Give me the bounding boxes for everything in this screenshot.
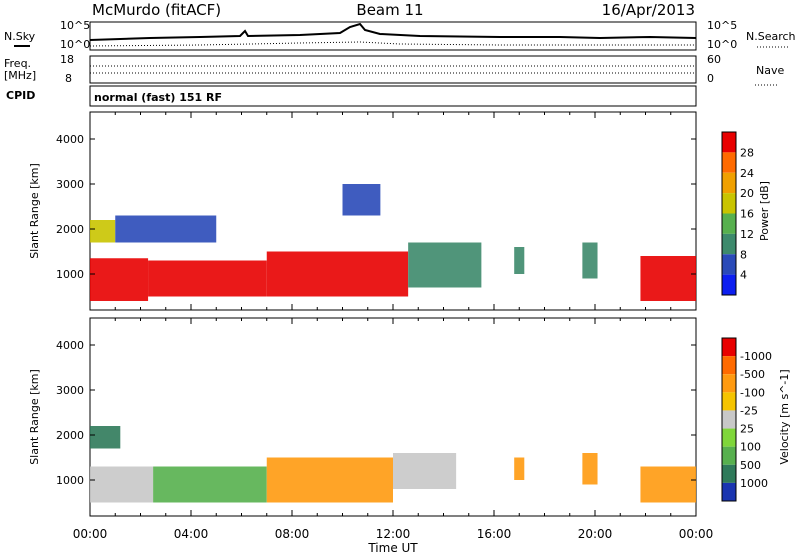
velocity-echo-region	[640, 466, 696, 503]
velocity-colorbar-swatch	[722, 356, 736, 375]
time-tick-label: 00:00	[679, 527, 714, 541]
noise-right-label: N.Search	[746, 30, 796, 43]
power-colorbar-tick: 28	[740, 146, 754, 159]
power-echo-region	[266, 251, 409, 297]
power-colorbar-tick: 12	[740, 228, 754, 241]
power-colorbar-tick: 8	[740, 248, 747, 261]
nave-tick-top: 60	[707, 53, 721, 66]
station-title: McMurdo (fitACF)	[92, 1, 221, 19]
velocity-ytick-label: 4000	[56, 339, 84, 352]
velocity-colorbar-swatch	[722, 446, 736, 465]
power-colorbar-swatch	[722, 254, 736, 275]
freq-panel: Freq. [MHz] 18 8 60 0 Nave	[4, 53, 784, 86]
nave-label: Nave	[756, 64, 784, 77]
velocity-colorbar-tick: -500	[740, 368, 765, 381]
noise-right-tick-top: 10^5	[707, 19, 737, 32]
velocity-colorbar-swatch	[722, 428, 736, 447]
power-colorbar-swatch	[722, 274, 736, 295]
power-ytick-label: 1000	[56, 268, 84, 281]
time-tick-label: 12:00	[376, 527, 411, 541]
velocity-colorbar-tick: -25	[740, 404, 758, 417]
power-echo-region	[514, 247, 525, 274]
power-colorbar-swatch	[722, 193, 736, 214]
noise-panel: N.Sky 10^5 10^0 10^5 10^0 N.Search	[4, 19, 796, 51]
velocity-colorbar-tick: 100	[740, 441, 761, 454]
cpid-value: normal (fast) 151 RF	[94, 91, 222, 104]
power-echo-region	[115, 215, 217, 243]
time-tick-label: 20:00	[578, 527, 613, 541]
power-colorbar-label: Power [dB]	[758, 181, 771, 241]
velocity-echo-region	[266, 457, 393, 503]
noise-left-tick-bottom: 10^0	[60, 38, 90, 51]
velocity-ytick-label: 3000	[56, 384, 84, 397]
power-ytick-label: 3000	[56, 178, 84, 191]
velocity-colorbar-swatch	[722, 338, 736, 357]
sky-noise-line	[89, 22, 697, 41]
power-ytick-label: 2000	[56, 223, 84, 236]
velocity-colorbar-swatch	[722, 410, 736, 429]
time-tick-label: 04:00	[174, 527, 209, 541]
velocity-panel: Slant Range [km] 1000 2000 3000 4000 1000 50…	[28, 317, 791, 517]
power-panel: Slant Range [km] 1000 2000 3000 4000 4 8 12 16…	[28, 111, 771, 311]
search-noise-line	[89, 41, 696, 47]
date-title: 16/Apr/2013	[602, 1, 695, 19]
time-axis-label: Time UT	[367, 541, 418, 554]
power-echo-region	[90, 220, 116, 243]
velocity-colorbar-swatch	[722, 374, 736, 393]
time-tick-label: 00:00	[73, 527, 108, 541]
freq-tick-bottom: 8	[65, 72, 72, 85]
power-colorbar-tick: 24	[740, 167, 754, 180]
power-echo-region	[408, 242, 482, 288]
time-tick-label: 08:00	[275, 527, 310, 541]
cpid-label: CPID	[6, 89, 35, 102]
power-echo-region	[90, 258, 149, 301]
freq-label-1: Freq.	[4, 57, 31, 70]
cpid-panel: CPID normal (fast) 151 RF	[6, 85, 697, 107]
freq-tick-top: 18	[60, 53, 74, 66]
power-colorbar-tick: 16	[740, 208, 754, 221]
noise-right-tick-bottom: 10^0	[707, 38, 737, 51]
power-ytick-label: 4000	[56, 133, 84, 146]
velocity-colorbar-tick: 25	[740, 423, 754, 436]
time-tick-label: 16:00	[477, 527, 512, 541]
velocity-colorbar-swatch	[722, 392, 736, 411]
power-colorbar-swatch	[722, 132, 736, 153]
power-colorbar-swatch	[722, 172, 736, 194]
power-echo-region	[582, 242, 598, 279]
power-echo-region	[640, 256, 696, 301]
freq-label-2: [MHz]	[4, 69, 36, 82]
power-colorbar-swatch	[722, 213, 736, 234]
power-colorbar-swatch	[722, 233, 736, 255]
power-colorbar-tick: 20	[740, 187, 754, 200]
velocity-echo-region	[582, 453, 598, 485]
velocity-colorbar-swatch	[722, 482, 736, 501]
power-echo-region	[148, 260, 267, 297]
velocity-ytick-label: 1000	[56, 474, 84, 487]
velocity-colorbar-tick: 500	[740, 459, 761, 472]
beam-title: Beam 11	[356, 1, 423, 19]
velocity-echo-region	[153, 466, 267, 503]
velocity-echo-region	[90, 466, 154, 503]
velocity-colorbar-swatch	[722, 464, 736, 483]
velocity-colorbar-tick: -1000	[740, 350, 772, 363]
noise-left-tick-top: 10^5	[60, 19, 90, 32]
velocity-ytick-label: 2000	[56, 429, 84, 442]
power-colorbar-swatch	[722, 152, 736, 173]
velocity-colorbar-tick: 1000	[740, 477, 768, 490]
noise-left-label: N.Sky	[4, 30, 36, 43]
power-colorbar-tick: 4	[740, 269, 747, 282]
power-ylabel: Slant Range [km]	[28, 163, 41, 259]
velocity-echo-region	[90, 426, 121, 449]
power-echo-region	[342, 184, 381, 216]
velocity-ylabel: Slant Range [km]	[28, 369, 41, 465]
velocity-colorbar-tick: -100	[740, 386, 765, 399]
nave-tick-bottom: 0	[707, 72, 714, 85]
velocity-echo-region	[393, 453, 457, 489]
velocity-echo-region	[514, 457, 525, 480]
velocity-colorbar-label: Velocity [m s^-1]	[778, 369, 791, 464]
